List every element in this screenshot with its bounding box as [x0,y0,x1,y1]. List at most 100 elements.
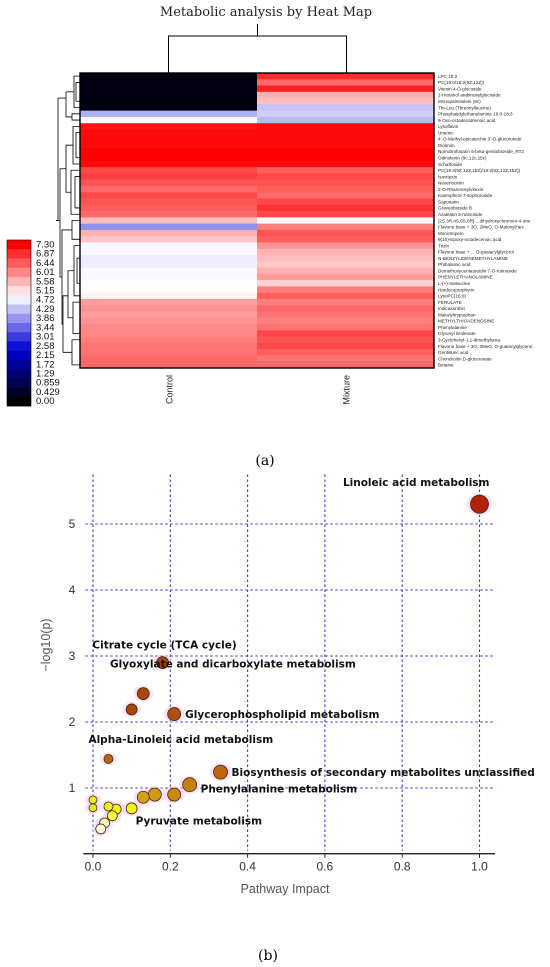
column-labels: Control Mixture [165,375,352,405]
heatmap-cell [257,104,435,111]
dendrogram-branch [74,176,80,209]
colorbar-tick: 6.44 [36,258,55,269]
row-dendrogram [56,75,80,366]
colorbar-border [6,239,32,407]
pathway-label: Pyruvate metabolism [136,815,262,827]
dendrogram-branch [75,82,80,102]
row-label: Indicaxanthin [438,306,466,311]
colorbar-swatch [7,396,31,407]
row-label: Saponarin [438,199,459,204]
row-labels: LPC 18:2PC(16:0/18:2(9Z,12Z))Vitexin 4-O… [438,74,532,368]
heatmap-cell [80,217,258,224]
colorbar-tick: 2.58 [36,341,55,352]
row-label: 9(10)-Epoxy-octadecenoic acid [438,237,502,242]
dendrogram-branch [65,91,72,118]
data-point [125,703,138,716]
pathway-label: Glyoxylate and dicarboxylate metabolism [110,659,356,671]
heatmap-cell [80,129,258,137]
axis-ticks: 0.0 0.2 0.4 0.6 0.8 1.0 1 2 3 4 5 [69,517,489,874]
pathway-label: Linoleic acid metabolism [343,477,490,489]
colorbar-tick: 2.15 [36,350,55,361]
heatmap-cell [80,73,258,80]
x-tick-label: 0.8 [394,860,411,874]
heatmap-cell [80,110,258,118]
colorbar-swatch [7,240,31,250]
row-label: Gentisuric acid [438,350,469,355]
heatmap-cell [257,73,435,80]
y-tick-label: 3 [69,649,76,663]
dendrogram-branch [75,132,80,159]
heatmap-cell [80,280,258,287]
heatmap-cell [80,198,258,206]
x-tick-label: 0.4 [239,860,256,874]
heatmap-cell [257,211,435,218]
heatmap-cell [257,223,435,231]
row-label: 3-Cyclohexyl-1,1-dimethylurea [438,338,500,343]
heatmap-cell [257,167,435,174]
colorbar-swatch [7,378,31,388]
colorbar-swatch [7,267,31,278]
colorbar: 7.306.876.446.015.585.154.724.293.863.44… [6,239,60,407]
column-label: Mixture [342,375,352,405]
heatmap-cell [80,349,258,356]
row-label: PHENYLETHANOLAMINE [438,275,493,280]
colorbar-swatch [7,249,31,259]
data-point [95,823,107,835]
data-point [136,790,150,804]
colorbar-tick: 6.87 [36,249,55,260]
x-tick-label: 0.2 [162,860,179,874]
dendrogram-branch [72,125,80,165]
colorbar-tick: 5.58 [36,276,55,287]
colorbar-tick: 4.29 [36,304,55,315]
row-label: Kaempferol-7-sophoroside [438,193,493,198]
heatmap-cell [257,173,435,181]
dendrogram-branch [168,35,347,73]
heatmap-cell [257,98,435,105]
row-label: 1-Hexanol arabinosylglucoside [438,93,501,98]
heatmap-cell [257,123,435,130]
pathway-points [85,493,493,836]
heatmap-cell [80,142,258,149]
row-label: Neoeriocitrin [438,181,464,186]
heatmap-cell [257,116,435,124]
heatmap-cell [80,116,258,124]
row-label: Chondroitin D-glucuronate [438,356,492,361]
colorbar-swatch [7,276,31,287]
heatmap-cell [257,179,435,187]
caption-b: (b) [258,948,278,964]
heatmap-cell [80,286,258,293]
heatmap-cell [80,273,258,281]
heatmap-cell [80,255,258,262]
heatmap-cell [80,104,258,111]
heatmap-cell [80,85,258,93]
heatmap-cell [257,110,435,118]
data-point [125,802,138,815]
data-point [167,707,182,721]
heatmap-cell [80,248,258,256]
heatmap-cell [257,217,435,224]
heatmap-cell [80,342,258,350]
colorbar-swatch [7,332,31,342]
row-label: Monotropein [438,231,464,236]
heatmap-cell [257,148,435,155]
heatmap-cell [80,185,258,193]
heatmap-cell [257,311,435,319]
row-label: Azaleatin 3-rutinoside [438,212,483,217]
x-tick-label: 0.6 [317,860,334,874]
colorbar-swatch [7,341,31,351]
y-tick-label: 2 [69,715,76,729]
heatmap-cell [257,336,435,344]
heatmap-cell [80,123,258,130]
colorbar-swatch [7,387,31,398]
row-label: Flavone base + 3O, 2MeO, O-MalonylHex [438,225,524,230]
row-label: Isovitexin [438,174,458,179]
heatmap-cell [80,91,258,99]
colorbar-tick: 5.15 [36,285,55,296]
row-label: Phenylalanine [438,325,467,330]
row-label: Ursenic [438,130,454,135]
dendrogram-branch [65,144,73,193]
column-label: Control [165,375,175,404]
colorbar-tick: 0.859 [36,378,60,389]
heatmap-cell [257,349,435,356]
row-label: 2-O-Rhamnosylvitexin [438,187,484,192]
